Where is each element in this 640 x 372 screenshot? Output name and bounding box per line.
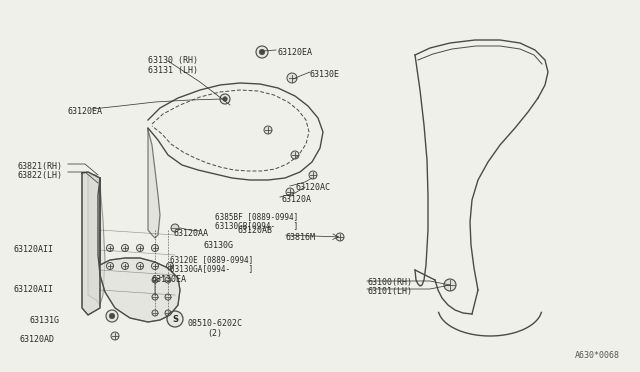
Text: 63130GB[0994-    ]: 63130GB[0994- ]	[215, 221, 298, 230]
Text: 63120AC: 63120AC	[295, 183, 330, 192]
Text: 63120AII: 63120AII	[14, 285, 54, 294]
Circle shape	[309, 171, 317, 179]
Circle shape	[136, 263, 143, 269]
Circle shape	[122, 244, 129, 251]
Text: 63120AB: 63120AB	[237, 226, 272, 235]
Circle shape	[152, 310, 158, 316]
Circle shape	[136, 244, 143, 251]
Circle shape	[336, 233, 344, 241]
Polygon shape	[148, 128, 160, 238]
Text: 63120EA: 63120EA	[278, 48, 313, 57]
Circle shape	[106, 244, 113, 251]
Text: 63120E [0889-0994]: 63120E [0889-0994]	[170, 255, 253, 264]
Text: 6385BF [0889-0994]: 6385BF [0889-0994]	[215, 212, 298, 221]
Text: 63130E: 63130E	[310, 70, 340, 79]
Text: 63130G: 63130G	[203, 241, 233, 250]
Circle shape	[264, 126, 272, 134]
Text: 63100(RH): 63100(RH)	[368, 278, 413, 287]
Text: A630*0068: A630*0068	[575, 351, 620, 360]
Text: 63816M: 63816M	[285, 233, 315, 242]
Text: S: S	[172, 314, 178, 324]
Text: 63120AA: 63120AA	[174, 229, 209, 238]
Circle shape	[220, 94, 230, 104]
Text: 08510-6202C: 08510-6202C	[187, 319, 242, 328]
Circle shape	[152, 277, 158, 283]
Polygon shape	[98, 178, 180, 322]
Polygon shape	[88, 175, 105, 305]
Text: 63131G: 63131G	[30, 316, 60, 325]
Text: 63131 (LH): 63131 (LH)	[148, 66, 198, 75]
Text: 63120A: 63120A	[282, 195, 312, 204]
Circle shape	[152, 294, 158, 300]
Text: 63120AD: 63120AD	[20, 335, 55, 344]
Text: 63130EA: 63130EA	[152, 275, 187, 284]
Circle shape	[171, 224, 179, 232]
Circle shape	[152, 244, 159, 251]
Circle shape	[165, 310, 171, 316]
Circle shape	[287, 73, 297, 83]
Polygon shape	[82, 172, 100, 315]
Circle shape	[106, 310, 118, 322]
Text: 63130GA[0994-    ]: 63130GA[0994- ]	[170, 264, 253, 273]
Circle shape	[111, 332, 119, 340]
Text: 63120AII: 63120AII	[14, 245, 54, 254]
Text: 63101(LH): 63101(LH)	[368, 287, 413, 296]
Circle shape	[259, 49, 265, 55]
Circle shape	[291, 151, 299, 159]
Circle shape	[165, 277, 171, 283]
Circle shape	[286, 188, 294, 196]
Circle shape	[166, 263, 173, 269]
Circle shape	[444, 279, 456, 291]
Circle shape	[109, 313, 115, 319]
Text: 63822(LH): 63822(LH)	[18, 171, 63, 180]
Circle shape	[223, 97, 227, 101]
Circle shape	[165, 294, 171, 300]
Text: 63120EA: 63120EA	[68, 107, 103, 116]
Circle shape	[167, 311, 183, 327]
Circle shape	[256, 46, 268, 58]
Circle shape	[152, 263, 159, 269]
Text: 63130 (RH): 63130 (RH)	[148, 56, 198, 65]
Circle shape	[122, 263, 129, 269]
Text: 63821(RH): 63821(RH)	[18, 162, 63, 171]
Text: (2): (2)	[207, 329, 222, 338]
Circle shape	[106, 263, 113, 269]
